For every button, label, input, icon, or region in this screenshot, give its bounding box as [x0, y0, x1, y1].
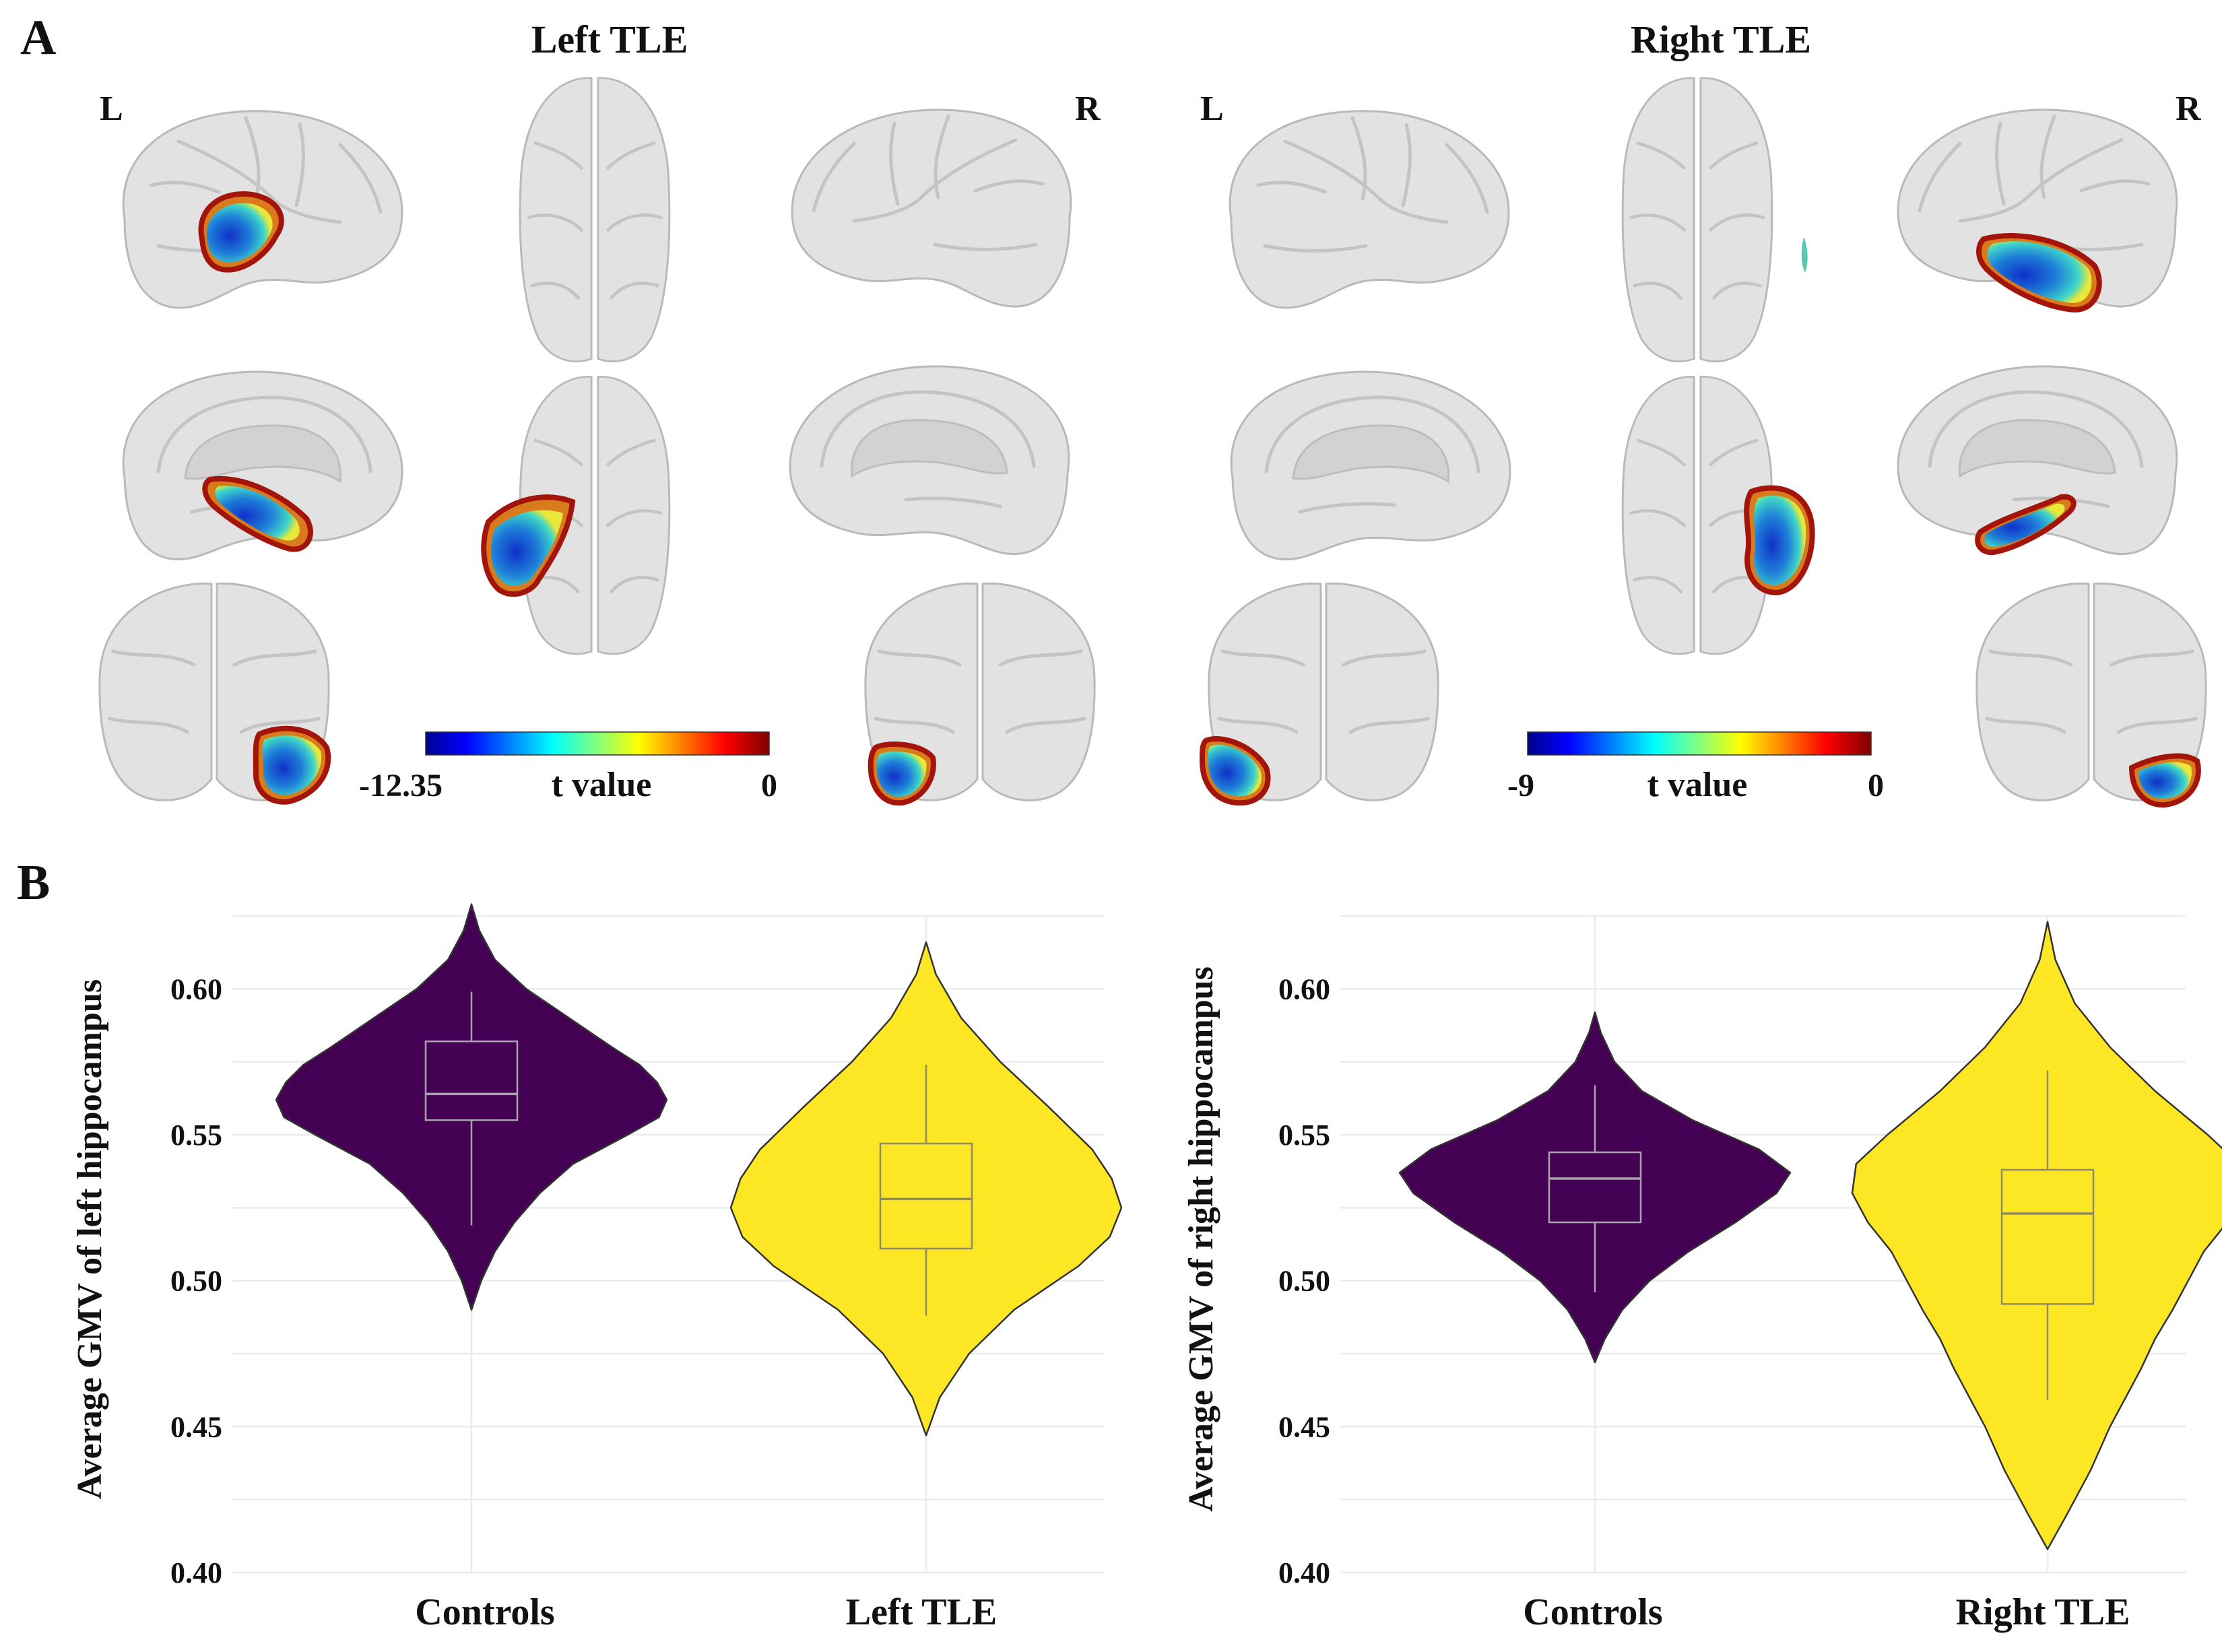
chart-right-box: [2000, 1168, 2095, 1305]
chart-left-ylabel: Average GMV of left hippocampus: [71, 979, 109, 1499]
left-map-brain-bottom: [481, 376, 669, 654]
chart-right-ytick: 0.45: [1278, 1410, 1330, 1443]
left-map-colorbar-min: -12.35: [359, 768, 443, 803]
violin-chart-right: 0.400.450.500.550.60 Controls Right TLE …: [1182, 915, 2222, 1633]
chart-left-ytick: 0.40: [170, 1556, 222, 1589]
left-map-colorbar: [425, 731, 770, 756]
left-map-brain-top: [520, 78, 669, 362]
right-map-hemi-l: L: [1200, 90, 1224, 128]
violin-chart-left: 0.40 0.45 0.50 0.55 0.60 Controls Left TLE A…: [71, 903, 1123, 1633]
chart-left-box: [879, 1142, 973, 1250]
right-map-title: Right TLE: [1631, 18, 1811, 61]
chart-right-xtick-1: Right TLE: [1956, 1591, 2130, 1633]
left-map-hemi-l: L: [100, 90, 123, 128]
chart-left-ytick: 0.45: [170, 1410, 222, 1443]
chart-right-violin-right-tle: [1851, 921, 2222, 1550]
chart-right-ylabel: Average GMV of right hippocampus: [1182, 966, 1220, 1512]
chart-left-ytick: 0.55: [170, 1119, 222, 1152]
chart-right-box: [1548, 1151, 1642, 1224]
left-map-title: Left TLE: [531, 18, 688, 61]
right-map-colorbar-label: t value: [1647, 766, 1748, 804]
chart-left-ytick: 0.50: [170, 1265, 222, 1298]
left-map-colorbar-max: 0: [761, 768, 777, 803]
right-map-colorbar-min: -9: [1507, 768, 1534, 803]
left-map-brain-medial-right: [790, 366, 1069, 554]
chart-right-ytick: 0.40: [1278, 1556, 1330, 1589]
right-map-brain-medial-right: [1898, 366, 2177, 554]
chart-left-xtick-1: Left TLE: [846, 1591, 998, 1633]
left-map-brain-lateral-right: [792, 110, 1071, 306]
chart-right-violin-controls: [1398, 1011, 1792, 1364]
right-map-brain-top: [1623, 78, 1808, 362]
chart-left-xtick-0: Controls: [415, 1591, 554, 1633]
chart-right-ytick: 0.50: [1278, 1265, 1330, 1298]
right-map-hemi-r: R: [2176, 90, 2202, 128]
left-map-brain-front-left: [100, 584, 331, 805]
right-map-brain-lateral-left: [1230, 111, 1509, 308]
right-map-brain-front-right: [1977, 584, 2206, 808]
chart-right-ytick: 0.55: [1278, 1119, 1330, 1152]
right-map-brain-lateral-right: [1898, 110, 2177, 313]
right-map-colorbar: [1527, 731, 1872, 756]
panel-a-label: A: [20, 10, 56, 65]
chart-left-violins: [275, 903, 1123, 1436]
left-map-brain-front-right: [865, 584, 1094, 806]
left-map-hemi-r: R: [1075, 90, 1101, 128]
chart-right-ytick: 0.60: [1278, 972, 1330, 1005]
chart-left-ytick: 0.60: [170, 972, 222, 1005]
right-map-brain-medial-left: [1231, 372, 1510, 560]
chart-left-yticks: 0.40 0.45 0.50 0.55 0.60: [170, 972, 222, 1589]
panel-b-label: B: [17, 855, 50, 911]
chart-right-violins: [1398, 921, 2222, 1550]
chart-left-violin-controls: [275, 903, 668, 1311]
right-map-brain-front-left: [1199, 584, 1438, 806]
chart-left-violin-left-tle: [729, 941, 1123, 1436]
right-map-colorbar-max: 0: [1868, 768, 1884, 803]
chart-right-xtick-0: Controls: [1523, 1591, 1662, 1633]
chart-left-box: [424, 1040, 519, 1121]
left-map-colorbar-label: t value: [552, 766, 652, 804]
left-map-brain-medial-left: [123, 372, 402, 560]
right-map-brain-bottom: [1623, 376, 1815, 654]
chart-right-yticks: 0.40 0.45 0.50 0.55 0.60: [1278, 972, 1330, 1589]
left-map-brain-lateral-left: [123, 111, 402, 308]
